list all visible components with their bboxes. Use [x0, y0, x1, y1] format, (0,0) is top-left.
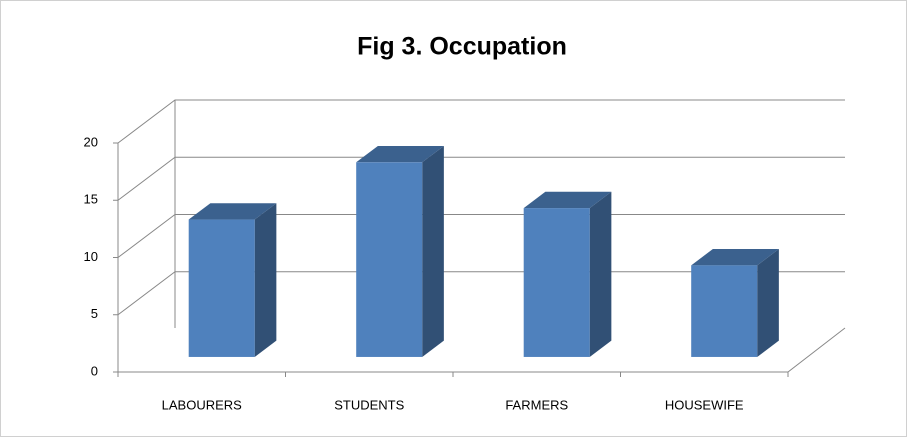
y-tick-label: 0 — [91, 363, 98, 378]
bar-top — [523, 191, 612, 209]
bar-front — [691, 265, 758, 357]
bar-side — [589, 191, 612, 357]
bar — [691, 249, 779, 357]
y-tick-label: 15 — [84, 192, 98, 207]
x-tick-label: LABOURERS — [162, 397, 243, 412]
bar-side — [422, 145, 444, 357]
x-tick-label: STUDENTS — [334, 397, 404, 412]
bar-top — [691, 249, 779, 266]
bar-top — [356, 145, 444, 163]
bar — [188, 203, 277, 357]
bar-front — [188, 219, 255, 357]
chart-title: Fig 3. Occupation — [357, 33, 567, 61]
grid-line — [117, 214, 845, 258]
grid-line — [117, 99, 845, 144]
grid-line — [117, 271, 845, 316]
y-tick-label: 5 — [91, 306, 98, 321]
bar-front — [356, 162, 423, 357]
x-tick-label: FARMERS — [505, 397, 568, 412]
bar-front — [523, 208, 590, 357]
bar-side — [757, 249, 779, 357]
y-tick-label: 20 — [84, 134, 98, 149]
grid-line — [117, 156, 845, 201]
bar — [356, 145, 444, 357]
bar — [523, 191, 612, 357]
bar-top — [188, 203, 277, 220]
y-tick-label: 10 — [84, 249, 98, 264]
x-tick-label: HOUSEWIFE — [665, 397, 744, 412]
bar-side — [254, 203, 277, 357]
